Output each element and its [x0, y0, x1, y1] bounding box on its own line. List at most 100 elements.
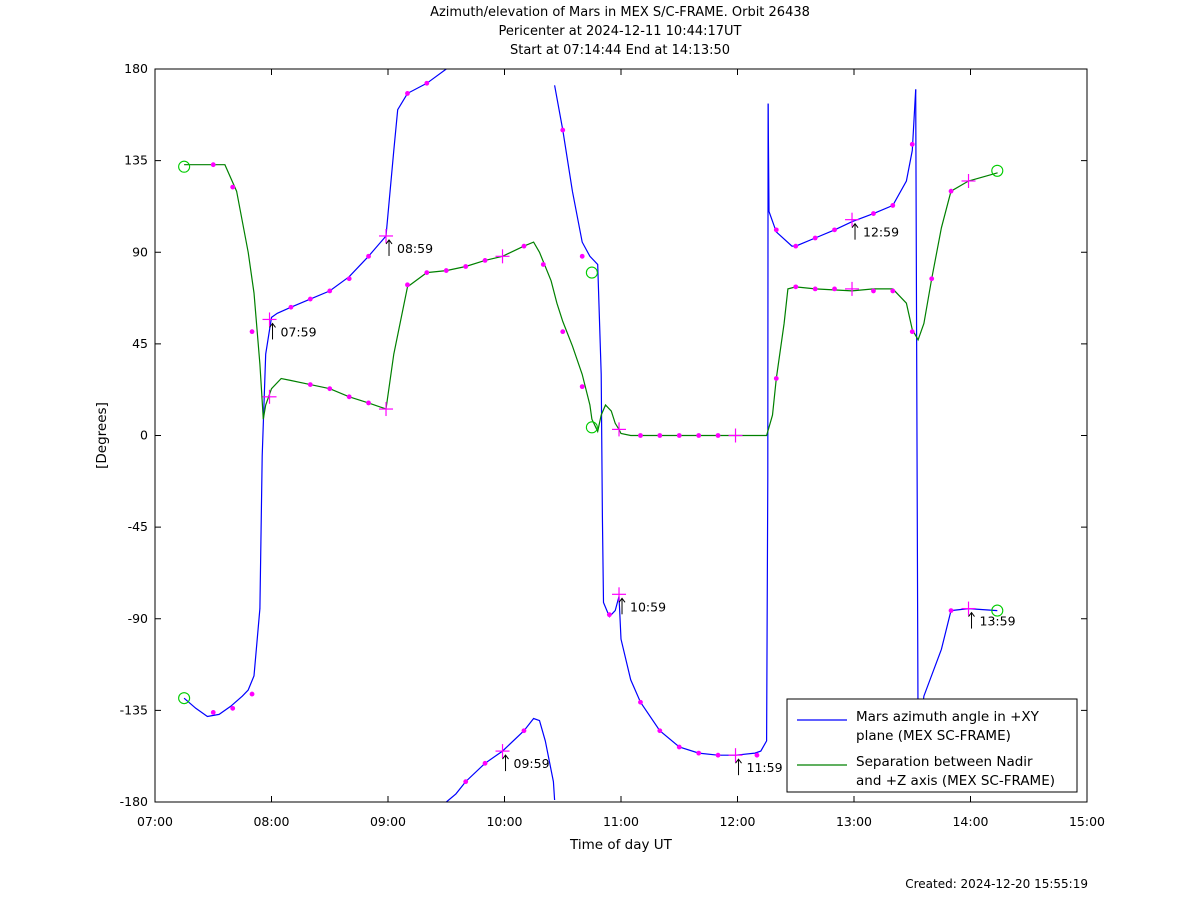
data-point	[230, 184, 236, 190]
data-point	[405, 91, 410, 96]
y-tick-label: 0	[140, 428, 148, 443]
x-tick-label: 15:00	[1069, 814, 1105, 829]
data-point	[948, 188, 954, 194]
x-tick-label: 09:00	[370, 814, 406, 829]
plot-lines	[183, 68, 998, 803]
data-point	[812, 235, 818, 241]
endpoint-circle	[585, 266, 598, 279]
hour-cross-marker	[379, 402, 394, 417]
y-tick-label: 180	[124, 61, 148, 76]
endpoint-circle	[991, 604, 1004, 617]
data-point	[929, 276, 935, 282]
y-tick-label: 90	[132, 244, 148, 259]
azimuth-series-line	[554, 85, 769, 756]
hour-cross-marker	[845, 212, 860, 227]
data-point	[832, 286, 837, 292]
x-tick-label: 07:00	[137, 814, 173, 829]
hour-cross-marker	[728, 748, 743, 763]
x-tick-label: 12:00	[719, 814, 755, 829]
legend-label: Mars azimuth angle in +XY	[856, 709, 1040, 725]
annotation-label: 11:59	[747, 760, 783, 775]
data-point	[210, 710, 216, 715]
data-point	[638, 433, 643, 438]
data-point	[405, 282, 410, 288]
hour-cross-marker	[495, 249, 510, 264]
data-point	[715, 752, 721, 758]
hour-cross-marker	[961, 601, 976, 616]
x-axis-label: Time of day UT	[569, 837, 673, 853]
data-point	[909, 141, 915, 147]
plot-frame	[154, 68, 1088, 803]
data-point	[424, 80, 430, 86]
hour-cross-marker	[612, 422, 627, 437]
data-point	[579, 253, 585, 259]
data-point	[606, 612, 612, 618]
data-point	[424, 270, 430, 276]
time-range-subtitle: Start at 07:14:44 End at 14:13:50	[509, 43, 731, 58]
x-tick-label: 10:00	[486, 814, 522, 829]
data-point	[230, 705, 236, 711]
data-point	[871, 211, 876, 216]
annotation-label: 10:59	[630, 599, 666, 614]
legend-label: Separation between Nadir	[856, 754, 1033, 770]
hour-cross-marker	[728, 428, 743, 443]
chart-title: Azimuth/elevation of Mars in MEX S/C-FRA…	[430, 5, 810, 20]
azimuth-series-line	[915, 89, 998, 741]
azimuth-series-line	[767, 89, 917, 247]
data-point	[948, 608, 954, 614]
annotation-label: 07:59	[281, 324, 317, 339]
data-point	[327, 288, 333, 294]
endpoint-circle	[585, 421, 598, 434]
data-point	[715, 433, 721, 438]
x-tick-label: 13:00	[836, 814, 872, 829]
legend: Mars azimuth angle in +XY plane (MEX SC-F…	[786, 698, 1078, 793]
hour-cross-marker	[495, 744, 510, 759]
legend-label: and +Z axis (MEX SC-FRAME)	[856, 773, 1055, 789]
data-point	[463, 264, 469, 269]
annotation-label: 12:59	[863, 225, 899, 240]
data-point	[346, 276, 352, 282]
hour-cross-marker	[612, 587, 627, 602]
x-tick-label: 11:00	[603, 814, 639, 829]
data-point	[288, 304, 294, 310]
time-annotation: 07:59	[269, 322, 317, 340]
time-annotation: 09:59	[502, 754, 550, 772]
data-point	[346, 394, 352, 400]
time-annotation: 10:59	[618, 597, 666, 615]
data-point	[638, 699, 643, 705]
data-point	[696, 750, 702, 756]
y-tick-label: -90	[128, 611, 148, 626]
data-point	[366, 253, 371, 259]
data-point	[210, 162, 216, 168]
data-point	[482, 760, 488, 766]
pericenter-subtitle: Pericenter at 2024-12-11 10:44:17UT	[498, 24, 742, 39]
data-point	[540, 262, 546, 267]
data-point	[521, 243, 527, 249]
y-tick-label: 45	[132, 336, 148, 351]
x-tick-label: 08:00	[253, 814, 289, 829]
azimuth-series-line	[183, 68, 447, 718]
data-point	[249, 691, 255, 697]
hour-cross-marker	[262, 312, 277, 327]
data-point	[812, 286, 818, 292]
hour-cross-marker	[379, 228, 394, 243]
x-tick-label: 14:00	[952, 814, 988, 829]
data-point	[307, 296, 313, 302]
data-point	[832, 227, 837, 233]
data-point	[890, 203, 896, 208]
data-point	[696, 433, 702, 438]
y-tick-label: -180	[120, 794, 148, 809]
data-point	[307, 382, 313, 387]
data-point	[676, 433, 682, 438]
created-timestamp: Created: 2024-12-20 15:55:19	[905, 877, 1088, 891]
y-axis-label: [Degrees]	[94, 402, 110, 469]
data-point	[773, 376, 779, 381]
hour-cross-marker	[961, 173, 976, 188]
data-point	[560, 127, 566, 133]
data-point	[773, 227, 779, 233]
data-point	[327, 386, 333, 392]
data-point	[909, 329, 915, 335]
annotation-label: 13:59	[980, 614, 1016, 629]
data-point	[482, 257, 488, 263]
